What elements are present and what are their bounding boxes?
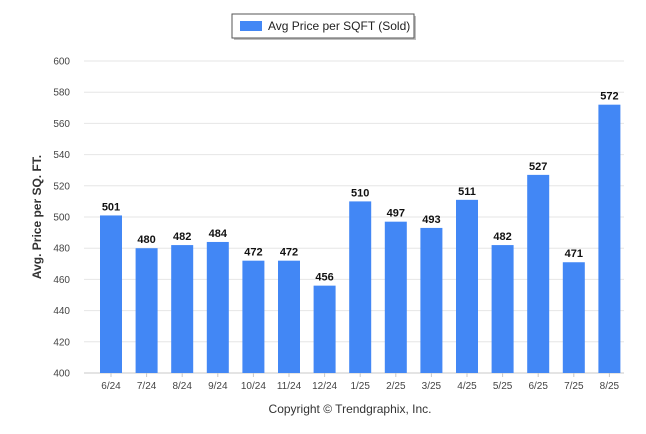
x-tick-label: 2/25 bbox=[386, 381, 406, 392]
bar bbox=[562, 262, 585, 373]
legend-label: Avg Price per SQFT (Sold) bbox=[268, 19, 410, 33]
bar bbox=[135, 248, 158, 373]
bar bbox=[278, 260, 300, 373]
x-tick-label: 8/25 bbox=[600, 381, 620, 392]
bar bbox=[456, 199, 478, 373]
y-tick-label: 480 bbox=[53, 244, 70, 255]
x-tick-label: 5/25 bbox=[493, 381, 513, 392]
y-tick-label: 420 bbox=[53, 337, 70, 348]
data-label: 456 bbox=[315, 272, 333, 284]
bar bbox=[349, 201, 372, 373]
data-label: 510 bbox=[351, 187, 369, 199]
legend-box bbox=[231, 13, 415, 39]
data-label: 497 bbox=[387, 208, 405, 220]
y-tick-label: 600 bbox=[53, 57, 70, 68]
x-tick-label: 9/24 bbox=[208, 381, 228, 392]
data-label: 471 bbox=[565, 248, 583, 260]
data-label: 527 bbox=[529, 161, 547, 173]
y-tick-label: 460 bbox=[53, 275, 70, 286]
y-tick-label: 520 bbox=[53, 181, 70, 192]
data-label: 501 bbox=[102, 201, 120, 213]
legend: Avg Price per SQFT (Sold) bbox=[231, 13, 416, 40]
x-axis-ticks: 6/24 7/24 8/24 9/24 10/24 11/24 12/24 1/25 2/25 3… bbox=[101, 373, 620, 392]
bar bbox=[206, 241, 229, 373]
y-tick-label: 440 bbox=[53, 306, 70, 317]
y-tick-label: 500 bbox=[53, 213, 70, 224]
data-label: 472 bbox=[280, 247, 298, 259]
bar bbox=[171, 245, 194, 373]
data-label: 482 bbox=[173, 231, 191, 243]
y-tick-label: 560 bbox=[53, 119, 70, 130]
bar bbox=[527, 174, 550, 373]
x-tick-label: 6/25 bbox=[528, 381, 548, 392]
x-tick-label: 7/25 bbox=[564, 381, 584, 392]
y-axis-title: Avg. Price per SQ. FT. bbox=[30, 155, 44, 279]
x-tick-label: 8/24 bbox=[172, 381, 192, 392]
data-label: 482 bbox=[493, 231, 511, 243]
bar bbox=[313, 285, 336, 373]
x-tick-label: 7/24 bbox=[137, 381, 157, 392]
data-label: 493 bbox=[422, 214, 440, 226]
x-tick-label: 6/24 bbox=[101, 381, 121, 392]
bar bbox=[598, 104, 621, 374]
x-tick-label: 4/25 bbox=[457, 381, 477, 392]
y-axis-ticks: 400 420 440 460 480 500 520 540 560 580 600 bbox=[53, 57, 70, 380]
x-tick-label: 10/24 bbox=[241, 381, 266, 392]
bars bbox=[100, 104, 621, 374]
bar bbox=[384, 221, 407, 373]
legend-swatch bbox=[240, 21, 262, 31]
bar bbox=[242, 260, 265, 373]
x-tick-label: 12/24 bbox=[312, 381, 337, 392]
y-tick-label: 580 bbox=[53, 88, 70, 99]
data-label: 480 bbox=[137, 234, 155, 246]
data-label: 472 bbox=[244, 247, 262, 259]
data-labels: 501 480 482 484 472 472 456 510 497 493 511 482 527 4… bbox=[102, 91, 619, 284]
bar bbox=[491, 245, 514, 373]
copyright-text: Copyright © Trendgraphix, Inc. bbox=[269, 402, 432, 416]
data-label: 484 bbox=[209, 228, 228, 240]
x-tick-label: 11/24 bbox=[277, 381, 302, 392]
data-label: 511 bbox=[458, 186, 476, 198]
data-label: 572 bbox=[600, 91, 618, 103]
bar bbox=[420, 227, 443, 373]
x-tick-label: 1/25 bbox=[350, 381, 370, 392]
x-tick-label: 3/25 bbox=[422, 381, 442, 392]
y-tick-label: 540 bbox=[53, 150, 70, 161]
bar bbox=[100, 215, 122, 373]
y-tick-label: 400 bbox=[53, 369, 70, 380]
